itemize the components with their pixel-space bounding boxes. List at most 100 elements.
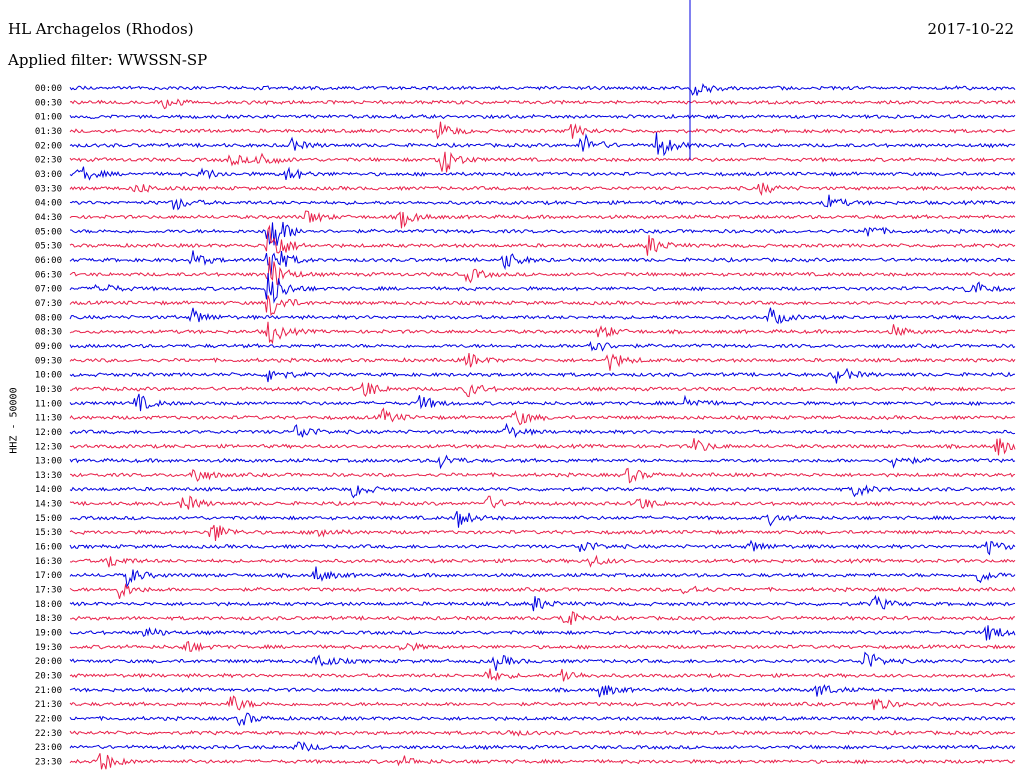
trace-row bbox=[69, 353, 1016, 371]
time-tick-label: 13:30 bbox=[35, 471, 62, 481]
time-tick-label: 21:30 bbox=[35, 700, 62, 710]
time-tick-label: 16:30 bbox=[35, 557, 62, 567]
trace-row bbox=[69, 307, 1016, 325]
trace-row bbox=[69, 684, 1016, 698]
trace-row bbox=[69, 712, 1016, 727]
trace-row bbox=[69, 454, 1016, 470]
time-tick-label: 10:00 bbox=[35, 371, 62, 381]
trace-row bbox=[69, 224, 1016, 256]
time-tick-label: 07:30 bbox=[35, 299, 62, 309]
trace-row bbox=[69, 484, 1016, 499]
time-tick-label: 17:30 bbox=[35, 586, 62, 596]
trace-row bbox=[69, 393, 1016, 412]
trace-row bbox=[69, 121, 1016, 140]
trace-group bbox=[69, 82, 1016, 770]
time-tick-label: 15:30 bbox=[35, 528, 62, 538]
time-tick-label: 20:00 bbox=[35, 657, 62, 667]
trace-row bbox=[69, 82, 1016, 96]
time-tick-label: 05:30 bbox=[35, 242, 62, 252]
trace-row bbox=[69, 295, 1016, 316]
time-tick-label: 18:30 bbox=[35, 614, 62, 624]
trace-row bbox=[69, 194, 1016, 211]
time-tick-label: 04:30 bbox=[35, 213, 62, 223]
time-tick-label: 17:00 bbox=[35, 571, 62, 581]
trace-row bbox=[69, 695, 1016, 711]
filter-label: Applied filter: WWSSN-SP bbox=[8, 51, 208, 69]
station-title: HL Archagelos (Rhodos) bbox=[8, 20, 194, 38]
trace-row bbox=[69, 524, 1016, 541]
trace-row bbox=[69, 256, 1016, 285]
time-tick-label: 05:00 bbox=[35, 227, 62, 237]
trace-row bbox=[69, 511, 1016, 528]
time-tick-label: 12:00 bbox=[35, 428, 62, 438]
time-tick-label: 20:30 bbox=[35, 672, 62, 682]
time-tick-label: 21:00 bbox=[35, 686, 62, 696]
trace-row bbox=[69, 625, 1016, 641]
time-tick-label: 08:30 bbox=[35, 328, 62, 338]
date-label: 2017-10-22 bbox=[927, 20, 1014, 38]
trace-row bbox=[69, 98, 1016, 110]
trace-row bbox=[69, 566, 1016, 588]
trace-row bbox=[69, 668, 1016, 682]
trace-row bbox=[70, 221, 1016, 246]
time-tick-label: 10:30 bbox=[35, 385, 62, 395]
trace-row bbox=[69, 438, 1016, 456]
trace-row bbox=[69, 273, 1016, 304]
time-tick-label: 09:00 bbox=[35, 342, 62, 352]
time-tick-label: 07:00 bbox=[35, 285, 62, 295]
time-tick-label: 16:00 bbox=[35, 543, 62, 553]
time-tick-label: 19:30 bbox=[35, 643, 62, 653]
trace-row bbox=[69, 210, 1016, 229]
time-tick-label: 09:30 bbox=[35, 356, 62, 366]
trace-row bbox=[69, 741, 1016, 752]
time-tick-label: 11:30 bbox=[35, 414, 62, 424]
time-tick-label: 08:00 bbox=[35, 313, 62, 323]
time-tick-label: 15:00 bbox=[35, 514, 62, 524]
time-tick-label: 23:00 bbox=[35, 743, 62, 753]
trace-row bbox=[69, 340, 1016, 352]
time-tick-label: 01:00 bbox=[35, 113, 62, 123]
time-tick-label: 06:30 bbox=[35, 270, 62, 280]
trace-row bbox=[69, 539, 1016, 556]
trace-row bbox=[69, 132, 1016, 157]
trace-row bbox=[69, 641, 1016, 653]
trace-row bbox=[69, 611, 1016, 625]
trace-row bbox=[69, 422, 1016, 439]
trace-row bbox=[69, 467, 1016, 484]
time-tick-label: 02:30 bbox=[35, 156, 62, 166]
time-tick-label: 12:30 bbox=[35, 442, 62, 452]
trace-row bbox=[69, 753, 1016, 770]
trace-row bbox=[69, 151, 1016, 173]
trace-row bbox=[69, 321, 1016, 345]
time-tick-group: 00:00 00:30 01:00 01:30 02:00 02:30 03:00 03:30… bbox=[35, 84, 62, 768]
time-tick-label: 23:30 bbox=[35, 758, 62, 768]
time-tick-label: 03:00 bbox=[35, 170, 62, 180]
trace-row bbox=[69, 182, 1016, 197]
time-tick-label: 18:00 bbox=[35, 600, 62, 610]
trace-row bbox=[69, 407, 1016, 426]
trace-row bbox=[69, 651, 1016, 671]
time-tick-label: 00:00 bbox=[35, 84, 62, 94]
time-tick-label: 00:30 bbox=[35, 98, 62, 108]
trace-row bbox=[69, 250, 1016, 276]
time-tick-label: 14:00 bbox=[35, 485, 62, 495]
time-tick-label: 03:30 bbox=[35, 184, 62, 194]
trace-row bbox=[69, 583, 1016, 599]
trace-row bbox=[69, 594, 1016, 612]
time-tick-label: 06:00 bbox=[35, 256, 62, 266]
trace-row bbox=[70, 381, 1016, 398]
time-tick-label: 14:30 bbox=[35, 500, 62, 510]
trace-row bbox=[69, 729, 1015, 737]
trace-row bbox=[69, 113, 1016, 120]
time-tick-label: 11:00 bbox=[35, 399, 62, 409]
time-tick-label: 13:00 bbox=[35, 457, 62, 467]
time-tick-label: 22:00 bbox=[35, 715, 62, 725]
trace-row bbox=[69, 367, 1016, 384]
time-tick-label: 04:00 bbox=[35, 199, 62, 209]
time-tick-label: 02:00 bbox=[35, 141, 62, 151]
time-tick-label: 01:30 bbox=[35, 127, 62, 137]
time-tick-label: 22:30 bbox=[35, 729, 62, 739]
trace-row bbox=[69, 166, 1016, 181]
trace-row bbox=[69, 495, 1016, 510]
